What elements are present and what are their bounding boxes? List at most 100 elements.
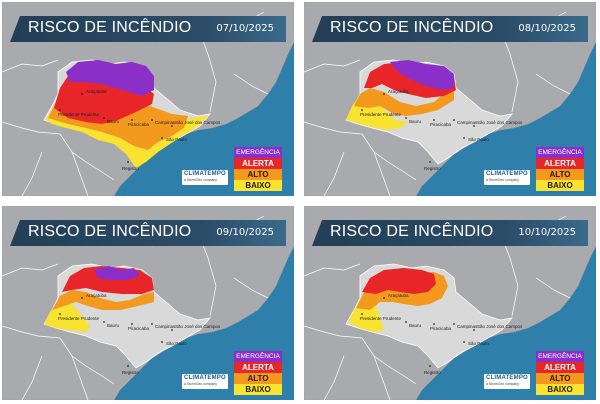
city-label-campinas: Campinas xyxy=(457,324,478,329)
legend-item-emergencia: EMERGÊNCIA xyxy=(234,351,282,362)
legend-item-alerta: ALERTA xyxy=(536,362,584,373)
map-panel-1: RISCO DE INCÊNDIO 07/10/2025 CLIMATEMPO … xyxy=(2,2,294,196)
city-dot-bauru xyxy=(405,321,407,323)
city-label-piracicaba: Piracicaba xyxy=(430,326,452,331)
city-dot-sao_jose_dos_campos xyxy=(171,329,173,331)
legend-item-alto: ALTO xyxy=(536,373,584,384)
risk-legend: EMERGÊNCIA ALERTA ALTO BAIXO xyxy=(536,351,584,395)
city-dots xyxy=(361,93,475,163)
city-dot-bauru xyxy=(405,117,407,119)
city-dot-presidente_prudente xyxy=(361,109,363,111)
city-label-sao_jose_dos_campos: São José dos Campos xyxy=(477,120,523,125)
map-panel-3: RISCO DE INCÊNDIO 09/10/2025 CLIMATEMPO … xyxy=(2,206,294,400)
title-bar: RISCO DE INCÊNDIO 07/10/2025 xyxy=(10,16,286,42)
city-label-bauru: Bauru xyxy=(409,119,422,124)
city-label-bauru: Bauru xyxy=(107,119,120,124)
legend-item-alto: ALTO xyxy=(234,169,282,180)
map-title: RISCO DE INCÊNDIO xyxy=(28,19,192,36)
logo-tagline: a StormGeo company xyxy=(486,382,519,386)
city-label-presidente_prudente: Presidente Prudente xyxy=(360,112,402,117)
risk-legend: EMERGÊNCIA ALERTA ALTO BAIXO xyxy=(536,147,584,191)
risk-zone-alto xyxy=(52,290,154,310)
map-date: 09/10/2025 xyxy=(216,227,274,238)
risk-zone-emergencia xyxy=(94,266,140,280)
city-dot-bauru xyxy=(103,117,105,119)
logo-name: CLIMATEMPO xyxy=(486,375,528,381)
city-label-registro: Registro xyxy=(122,166,139,171)
city-label-aracatuba: Araçatuba xyxy=(388,293,409,298)
city-dot-aracatuba xyxy=(81,297,83,299)
city-label-piracicaba: Piracicaba xyxy=(128,326,150,331)
map-title: RISCO DE INCÊNDIO xyxy=(28,223,192,240)
map-panel-2: RISCO DE INCÊNDIO 08/10/2025 CLIMATEMPO … xyxy=(304,2,596,196)
city-label-piracicaba: Piracicaba xyxy=(128,122,150,127)
city-label-sao_jose_dos_campos: São José dos Campos xyxy=(175,324,221,329)
map-date: 08/10/2025 xyxy=(518,23,576,34)
risk-zone-alto xyxy=(354,88,454,116)
city-dot-sao_paulo xyxy=(463,341,465,343)
legend-item-baixo: BAIXO xyxy=(234,384,282,395)
logo-name: CLIMATEMPO xyxy=(184,375,226,381)
city-dot-piracicaba xyxy=(433,119,435,121)
climatempo-logo: CLIMATEMPO a StormGeo company xyxy=(182,170,228,185)
city-label-bauru: Bauru xyxy=(409,323,422,328)
legend-item-emergencia: EMERGÊNCIA xyxy=(234,147,282,158)
city-dot-registro xyxy=(127,161,129,163)
city-dot-aracatuba xyxy=(383,93,385,95)
map-title: RISCO DE INCÊNDIO xyxy=(330,19,494,36)
city-label-sao_paulo: São Paulo xyxy=(166,341,187,346)
city-label-piracicaba: Piracicaba xyxy=(430,122,452,127)
sao-paulo-state xyxy=(43,263,211,369)
city-label-sao_jose_dos_campos: São José dos Campos xyxy=(477,324,523,329)
city-label-campinas: Campinas xyxy=(155,324,176,329)
city-label-sao_paulo: São Paulo xyxy=(468,137,489,142)
city-label-presidente_prudente: Presidente Prudente xyxy=(58,112,100,117)
city-dot-registro xyxy=(429,365,431,367)
city-label-sao_jose_dos_campos: São José dos Campos xyxy=(175,120,221,125)
city-label-aracatuba: Araçatuba xyxy=(388,89,409,94)
city-label-aracatuba: Araçatuba xyxy=(86,293,107,298)
city-dots xyxy=(59,297,173,367)
city-dots xyxy=(361,297,475,367)
risk-layers xyxy=(348,268,448,332)
city-dot-sao_jose_dos_campos xyxy=(171,125,173,127)
city-dot-piracicaba xyxy=(131,323,133,325)
city-label-registro: Registro xyxy=(122,370,139,375)
city-dot-sao_jose_dos_campos xyxy=(473,329,475,331)
city-dot-bauru xyxy=(103,321,105,323)
risk-layers xyxy=(46,60,208,168)
city-label-registro: Registro xyxy=(424,166,441,171)
legend-item-alto: ALTO xyxy=(234,373,282,384)
risk-legend: EMERGÊNCIA ALERTA ALTO BAIXO xyxy=(234,147,282,191)
city-label-bauru: Bauru xyxy=(107,323,120,328)
title-bar: RISCO DE INCÊNDIO 09/10/2025 xyxy=(10,220,286,246)
city-dot-piracicaba xyxy=(433,323,435,325)
city-dot-campinas xyxy=(453,119,455,121)
legend-item-alerta: ALERTA xyxy=(234,362,282,373)
logo-tagline: a StormGeo company xyxy=(184,382,217,386)
risk-zone-alerta xyxy=(362,268,436,294)
city-dot-sao_paulo xyxy=(161,137,163,139)
city-dot-presidente_prudente xyxy=(361,313,363,315)
legend-item-alerta: ALERTA xyxy=(536,158,584,169)
legend-item-baixo: BAIXO xyxy=(536,384,584,395)
map-title: RISCO DE INCÊNDIO xyxy=(330,223,494,240)
city-dot-registro xyxy=(127,365,129,367)
city-label-campinas: Campinas xyxy=(457,120,478,125)
climatempo-logo: CLIMATEMPO a StormGeo company xyxy=(484,374,530,389)
city-label-campinas: Campinas xyxy=(155,120,176,125)
city-label-sao_paulo: São Paulo xyxy=(468,341,489,346)
legend-item-baixo: BAIXO xyxy=(536,180,584,191)
title-bar: RISCO DE INCÊNDIO 08/10/2025 xyxy=(312,16,588,42)
risk-layers xyxy=(346,60,456,130)
city-label-presidente_prudente: Presidente Prudente xyxy=(58,316,100,321)
city-dot-presidente_prudente xyxy=(59,313,61,315)
climatempo-logo: CLIMATEMPO a StormGeo company xyxy=(484,170,530,185)
logo-name: CLIMATEMPO xyxy=(184,171,226,177)
risk-legend: EMERGÊNCIA ALERTA ALTO BAIXO xyxy=(234,351,282,395)
risk-zone-emergencia xyxy=(390,60,454,90)
legend-item-alerta: ALERTA xyxy=(234,158,282,169)
map-date: 10/10/2025 xyxy=(518,227,576,238)
risk-zone-emergencia xyxy=(66,60,154,96)
city-dot-piracicaba xyxy=(131,119,133,121)
